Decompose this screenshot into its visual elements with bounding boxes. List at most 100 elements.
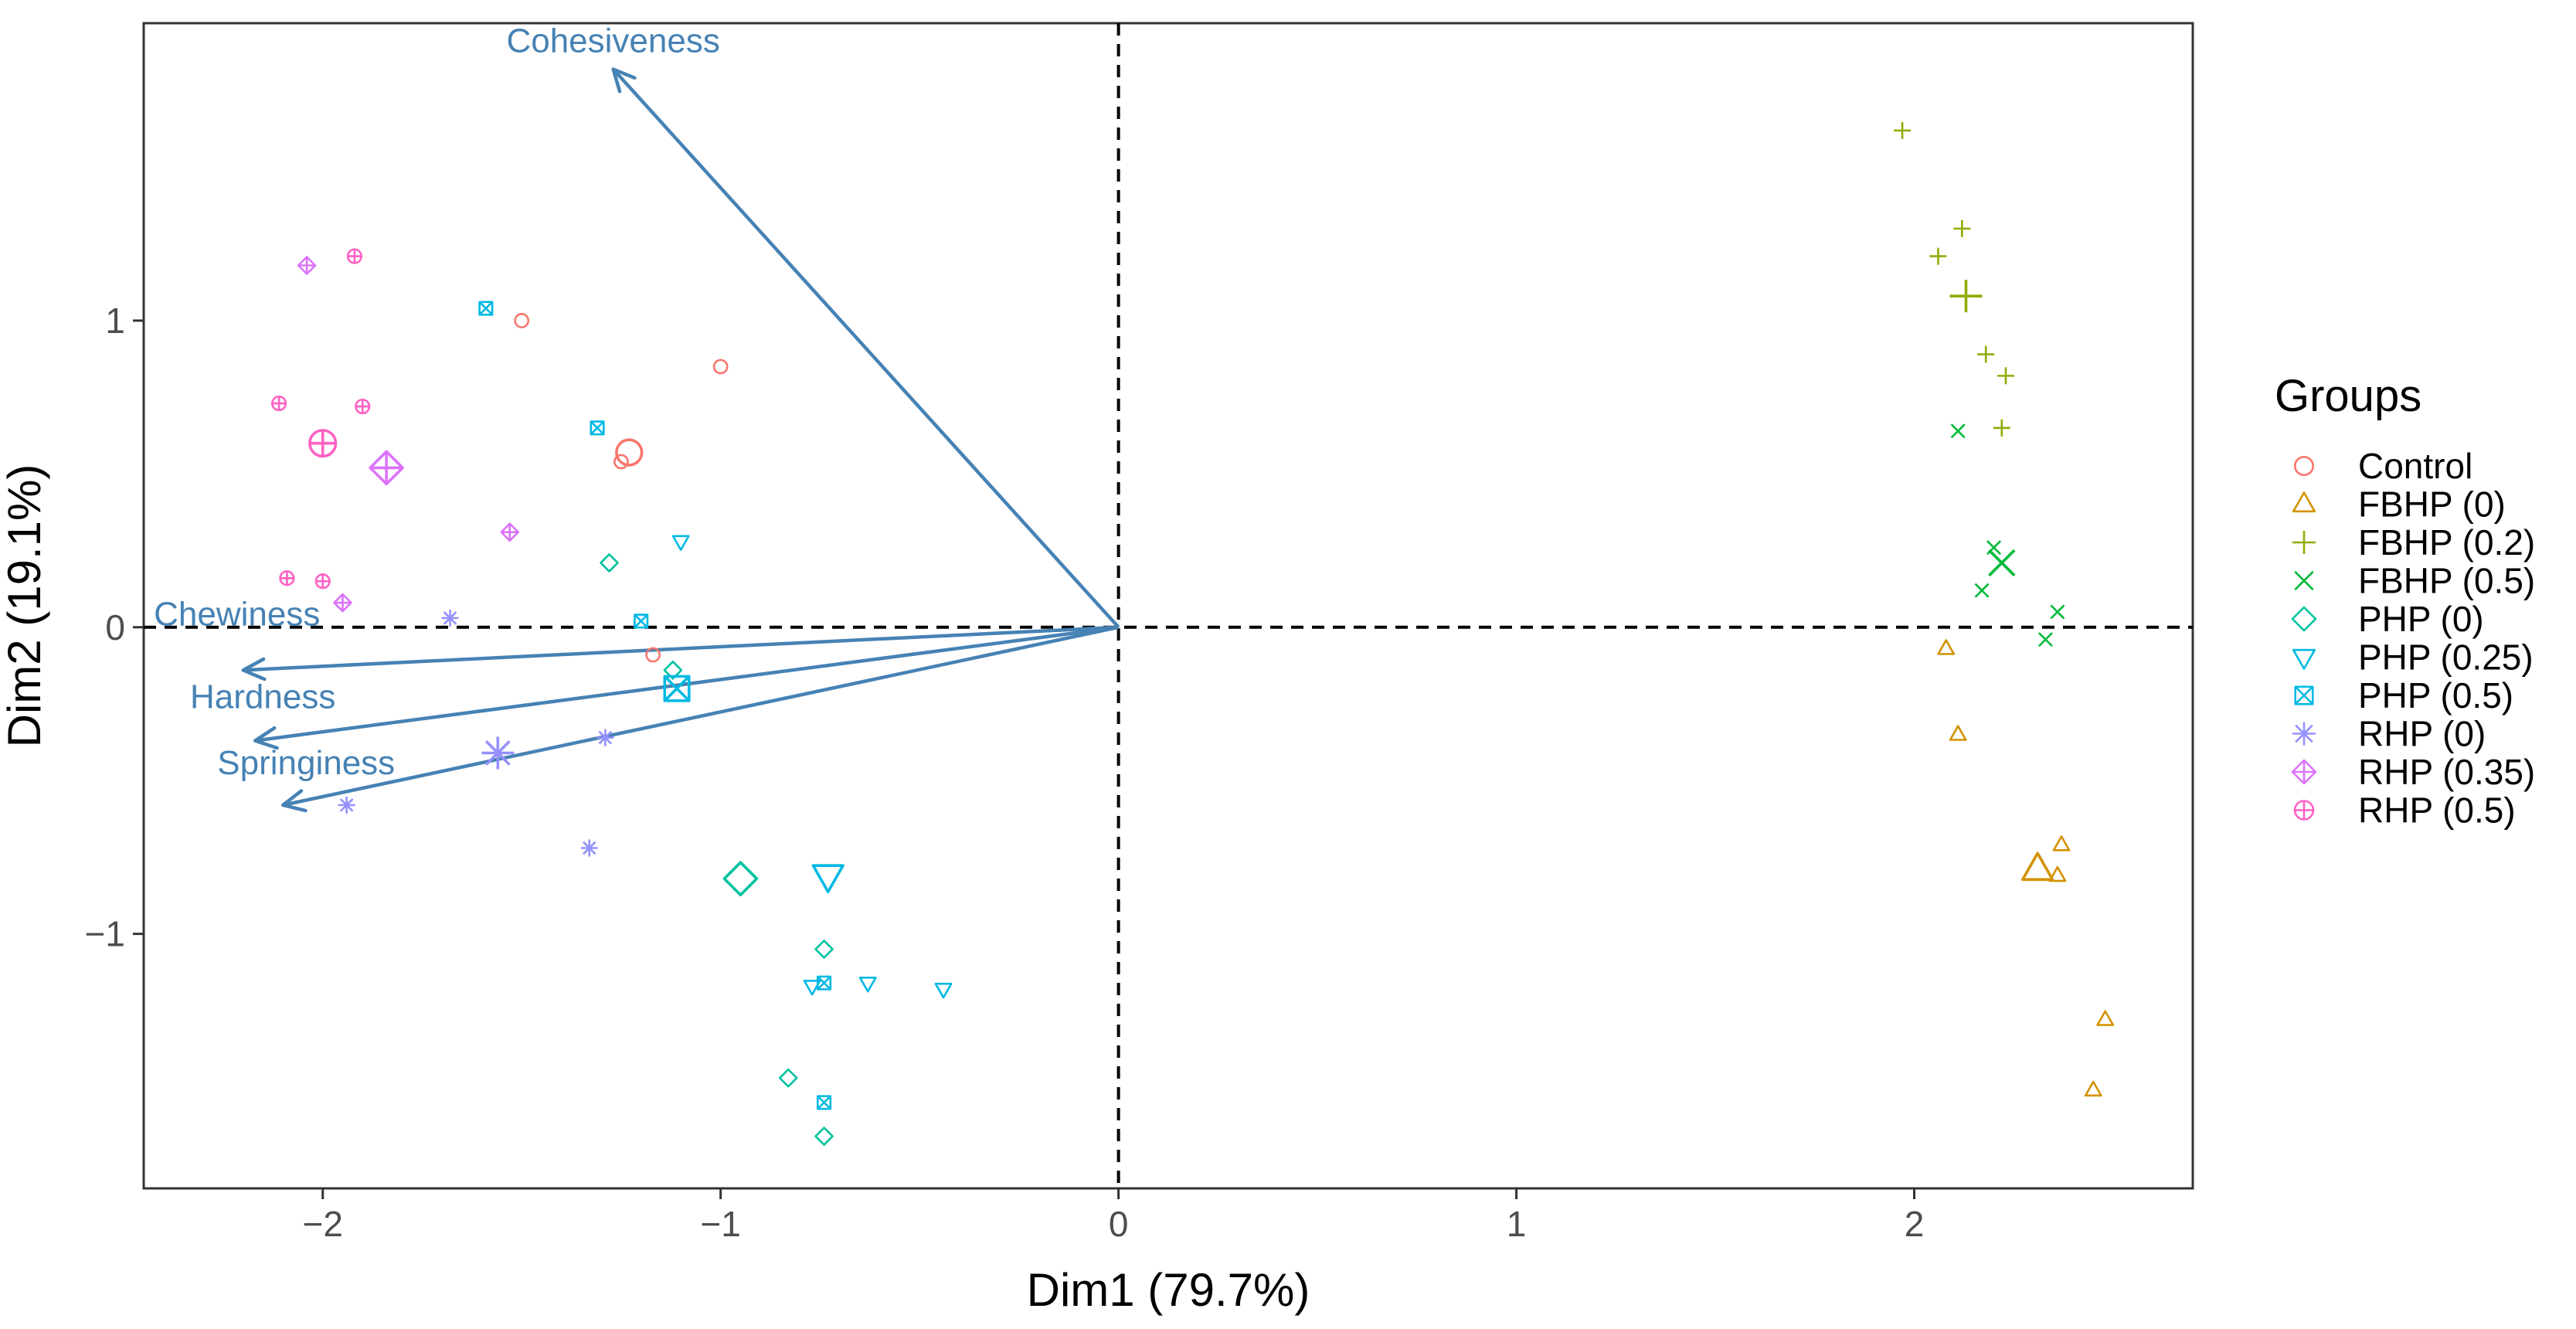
label-hardness: Hardness	[190, 678, 335, 716]
legend-key-php-0	[2291, 606, 2317, 632]
arrow-shaft-cohesiveness	[611, 68, 1120, 629]
legend-label: PHP (0)	[2358, 599, 2484, 639]
arrow-shaft-springiness	[282, 625, 1120, 807]
point-rhp-0	[441, 609, 459, 627]
point-php-0-25	[858, 976, 877, 993]
point-fbhp-0	[2052, 835, 2071, 851]
series-php-0	[600, 553, 834, 1146]
point-fbhp-0	[1937, 639, 1956, 655]
x-tick-label: 2	[1905, 1204, 1925, 1244]
y-tick-label: 0	[105, 607, 125, 648]
point-fbhp-0-5	[2037, 632, 2053, 648]
legend-label: PHP (0.25)	[2358, 637, 2534, 678]
centroid-php-0-5	[663, 675, 691, 702]
point-php-0	[600, 553, 619, 573]
legend-label: Control	[2358, 446, 2472, 486]
legend-item-fbhp-0-5: FBHP (0.5)	[2294, 561, 2535, 601]
point-rhp-0	[596, 729, 614, 746]
y-axis-title: Dim2 (19.1%)	[0, 464, 50, 748]
point-control	[712, 359, 729, 375]
point-rhp-0	[338, 796, 355, 814]
point-rhp-0-5	[355, 398, 371, 415]
arrow-chewiness: Chewiness	[154, 595, 1119, 681]
point-fbhp-0-5	[2050, 604, 2065, 620]
legend-item-php-0-25: PHP (0.25)	[2292, 637, 2534, 678]
point-control	[613, 454, 629, 470]
axes: −2 −1 0 1 2 −1 0 1	[85, 301, 1925, 1244]
point-fbhp-0-2	[1993, 419, 2010, 437]
point-php-0	[778, 1068, 798, 1088]
legend-key-rhp-0	[2292, 722, 2316, 746]
legend-item-rhp-0-35: RHP (0.35)	[2291, 752, 2535, 792]
point-fbhp-0-2	[1929, 247, 1947, 265]
arrow-head-cohesiveness	[611, 67, 637, 93]
series-fbhp-0-2	[1894, 121, 2014, 437]
arrow-springiness: Springiness	[217, 625, 1120, 813]
legend-label: PHP (0.5)	[2358, 675, 2513, 715]
point-control	[514, 313, 530, 328]
y-tick-label: −1	[85, 914, 125, 954]
centroid-php-0	[722, 861, 759, 896]
point-fbhp-0	[2048, 865, 2067, 882]
series-rhp-0-35	[297, 256, 520, 613]
point-php-0-25	[671, 535, 690, 551]
x-tick-label: 0	[1109, 1204, 1129, 1244]
point-fbhp-0-5	[1974, 583, 1990, 598]
legend-key-control	[2294, 455, 2315, 476]
plot-panel: Cohesiveness Chewiness Hardness Springiness	[142, 22, 2194, 1190]
x-tick-label: −1	[700, 1204, 740, 1244]
legend-label: FBHP (0.5)	[2358, 561, 2535, 601]
legend-item-fbhp-0: FBHP (0)	[2292, 484, 2506, 525]
legend-key-rhp-0-5	[2293, 800, 2315, 821]
point-rhp-0-35	[297, 256, 317, 275]
centroid-rhp-0-5	[308, 429, 338, 458]
centroid-fbhp-0	[2021, 851, 2054, 882]
centroid-rhp-0	[481, 736, 515, 770]
point-rhp-0-5	[279, 570, 295, 586]
legend-key-php-0-25	[2292, 648, 2316, 670]
legend-item-control: Control	[2294, 446, 2472, 486]
point-fbhp-0-2	[1894, 121, 1912, 139]
point-rhp-0-35	[333, 593, 352, 613]
legend-item-fbhp-0-2: FBHP (0.2)	[2292, 522, 2535, 563]
legend-item-rhp-0: RHP (0)	[2292, 714, 2486, 754]
arrow-head-chewiness	[241, 657, 267, 681]
legend-key-php-0-5	[2294, 685, 2314, 705]
label-chewiness: Chewiness	[154, 595, 320, 633]
series-control	[514, 313, 729, 663]
arrow-hardness: Hardness	[190, 625, 1119, 750]
point-php-0-5	[817, 975, 832, 991]
point-control	[645, 647, 661, 663]
series-php-0-5	[478, 301, 832, 1110]
arrow-head-springiness	[280, 789, 308, 813]
series-rhp-0	[338, 609, 614, 857]
label-cohesiveness: Cohesiveness	[506, 22, 719, 60]
y-tick-label: 1	[105, 301, 125, 341]
point-fbhp-0-5	[1950, 423, 1966, 439]
point-php-0	[814, 940, 834, 959]
centroid-rhp-0-35	[369, 450, 404, 486]
point-php-0-5	[634, 614, 649, 629]
arrow-cohesiveness: Cohesiveness	[506, 22, 1120, 629]
legend-label: FBHP (0)	[2358, 484, 2506, 525]
panel-border	[142, 22, 2194, 1190]
series-fbhp-0-5	[1950, 423, 2065, 648]
point-php-0-5	[478, 301, 494, 316]
x-tick-label: 1	[1507, 1204, 1527, 1244]
point-rhp-0-35	[500, 522, 520, 542]
point-rhp-0	[580, 839, 598, 857]
legend-item-php-0: PHP (0)	[2291, 599, 2484, 639]
series-fbhp-0	[1937, 639, 2115, 1097]
point-fbhp-0	[1949, 725, 1967, 741]
legend-key-fbhp-0	[2292, 491, 2316, 513]
point-fbhp-0-2	[1953, 219, 1971, 237]
legend-key-fbhp-0-5	[2294, 570, 2314, 591]
legend-label: RHP (0.5)	[2358, 790, 2516, 831]
legend-key-fbhp-0-2	[2292, 531, 2316, 554]
point-fbhp-0	[2084, 1080, 2102, 1097]
point-fbhp-0	[2096, 1010, 2115, 1026]
point-php-0	[663, 661, 683, 680]
